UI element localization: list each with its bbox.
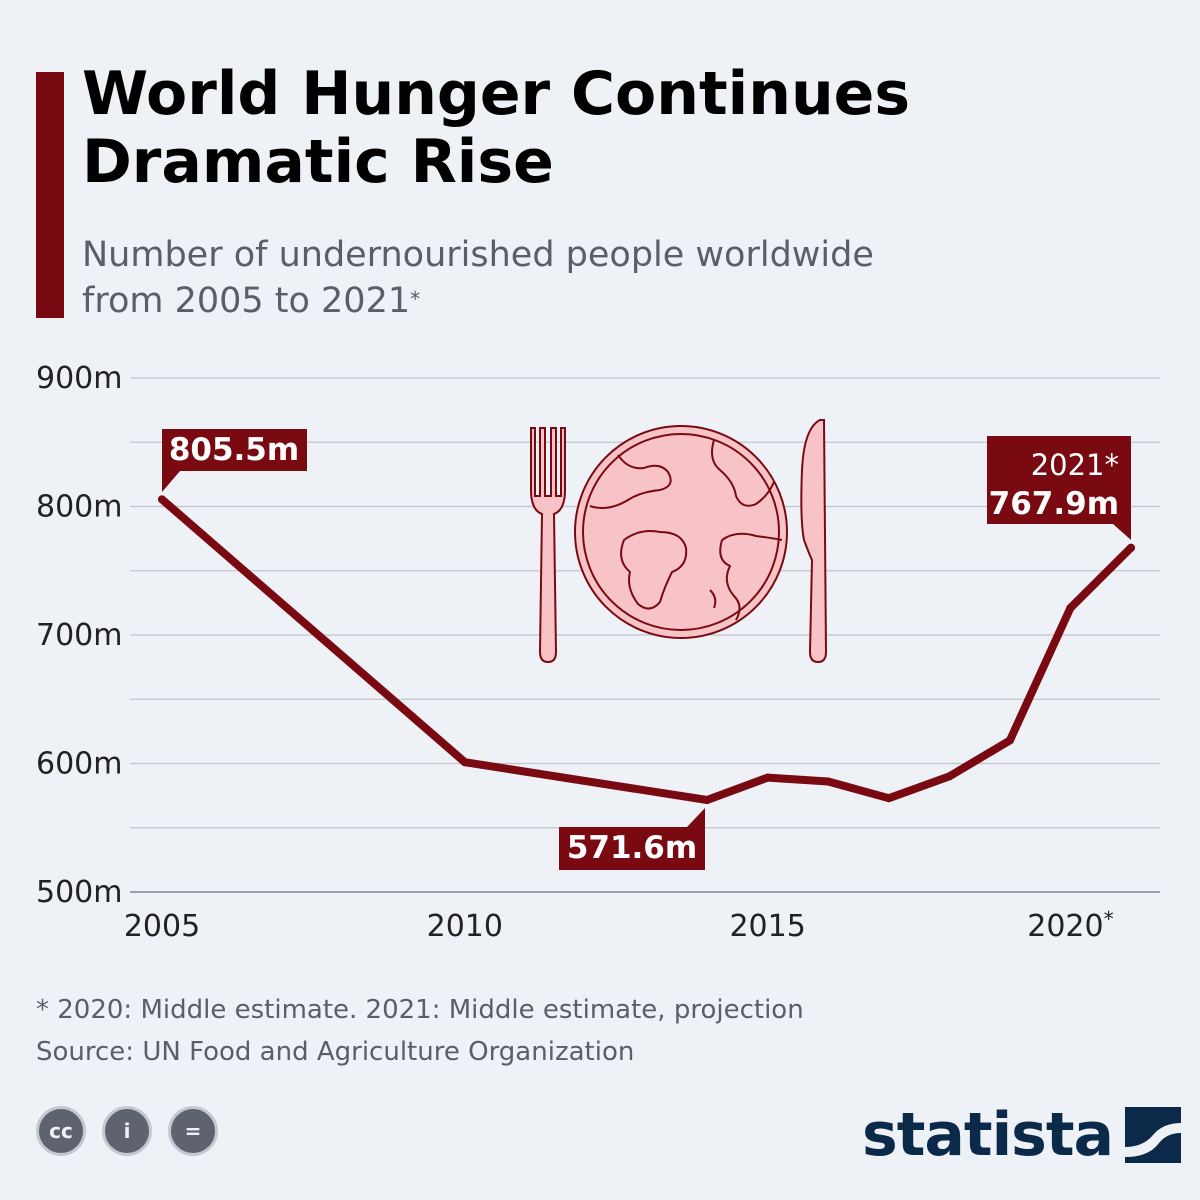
creative-commons-icon[interactable]: cc xyxy=(36,1106,86,1156)
title-line-1: World Hunger Continues xyxy=(82,59,911,129)
x-axis-labels: 2005 2010 2015 2020* xyxy=(124,907,1114,944)
y-tick-label: 900m xyxy=(36,361,122,396)
data-point xyxy=(1066,604,1075,613)
attribution-icon[interactable]: i xyxy=(102,1106,152,1156)
data-point xyxy=(763,773,772,782)
annotation-2014: 571.6m xyxy=(559,808,705,870)
chart-title: World Hunger Continues Dramatic Rise xyxy=(82,60,1082,196)
y-tick-label: 600m xyxy=(36,747,122,782)
title-line-2: Dramatic Rise xyxy=(82,127,554,197)
title-accent-bar xyxy=(36,72,64,318)
y-axis-labels: 500m 600m 700m 800m 900m xyxy=(36,361,122,910)
license-icons: cc i = xyxy=(36,1106,218,1156)
x-tick-label: 2005 xyxy=(124,909,200,944)
subtitle-line-2-text: from 2005 to 2021 xyxy=(82,281,411,321)
annotation-2021-label: 767.9m xyxy=(989,486,1119,522)
brand-wordmark: statista xyxy=(862,1100,1114,1170)
data-point xyxy=(945,772,954,781)
fork-icon xyxy=(530,427,566,664)
x-tick-label: 2010 xyxy=(427,909,503,944)
globe-plate-icon xyxy=(574,425,788,639)
annotation-2021-year: 2021* xyxy=(1031,448,1119,482)
y-tick-label: 500m xyxy=(36,875,122,910)
data-points xyxy=(158,495,1135,804)
data-point xyxy=(1005,736,1014,745)
data-point xyxy=(460,758,469,767)
x-tick-label: 2020* xyxy=(1027,907,1113,944)
source-note: Source: UN Food and Agriculture Organiza… xyxy=(36,1037,635,1067)
subtitle-line-1: Number of undernourished people worldwid… xyxy=(82,235,874,275)
y-tick-label: 700m xyxy=(36,618,122,653)
line-chart: 500m 600m 700m 800m 900m 2005 2010 2015 2020* xyxy=(36,361,1160,944)
x-tick-label: 2015 xyxy=(729,909,805,944)
annotation-2021: 2021* 767.9m xyxy=(987,436,1131,540)
y-tick-label: 800m xyxy=(36,490,122,525)
subtitle-line-2: from 2005 to 2021* xyxy=(82,278,1082,324)
chart-subtitle: Number of undernourished people worldwid… xyxy=(82,232,1082,324)
subtitle-asterisk: * xyxy=(410,287,421,311)
annotation-2014-label: 571.6m xyxy=(567,830,697,866)
annotation-2021-box xyxy=(987,436,1131,540)
data-point xyxy=(158,495,166,504)
series-line xyxy=(158,495,1135,804)
footnote: * 2020: Middle estimate. 2021: Middle es… xyxy=(36,995,804,1025)
annotation-2005-label: 805.5m xyxy=(169,432,299,468)
data-point xyxy=(703,795,712,804)
knife-icon xyxy=(800,419,828,664)
data-point xyxy=(884,794,893,803)
annotation-2014-box xyxy=(559,808,705,870)
plate-illustration xyxy=(530,419,828,664)
statista-brand[interactable]: statista xyxy=(862,1100,1182,1170)
annotation-2005-box xyxy=(162,429,307,492)
data-point xyxy=(1127,543,1135,552)
statista-logo-icon xyxy=(1125,1107,1182,1163)
no-derivatives-icon[interactable]: = xyxy=(168,1106,218,1156)
annotation-2005: 805.5m xyxy=(162,429,307,492)
data-point xyxy=(824,777,833,786)
